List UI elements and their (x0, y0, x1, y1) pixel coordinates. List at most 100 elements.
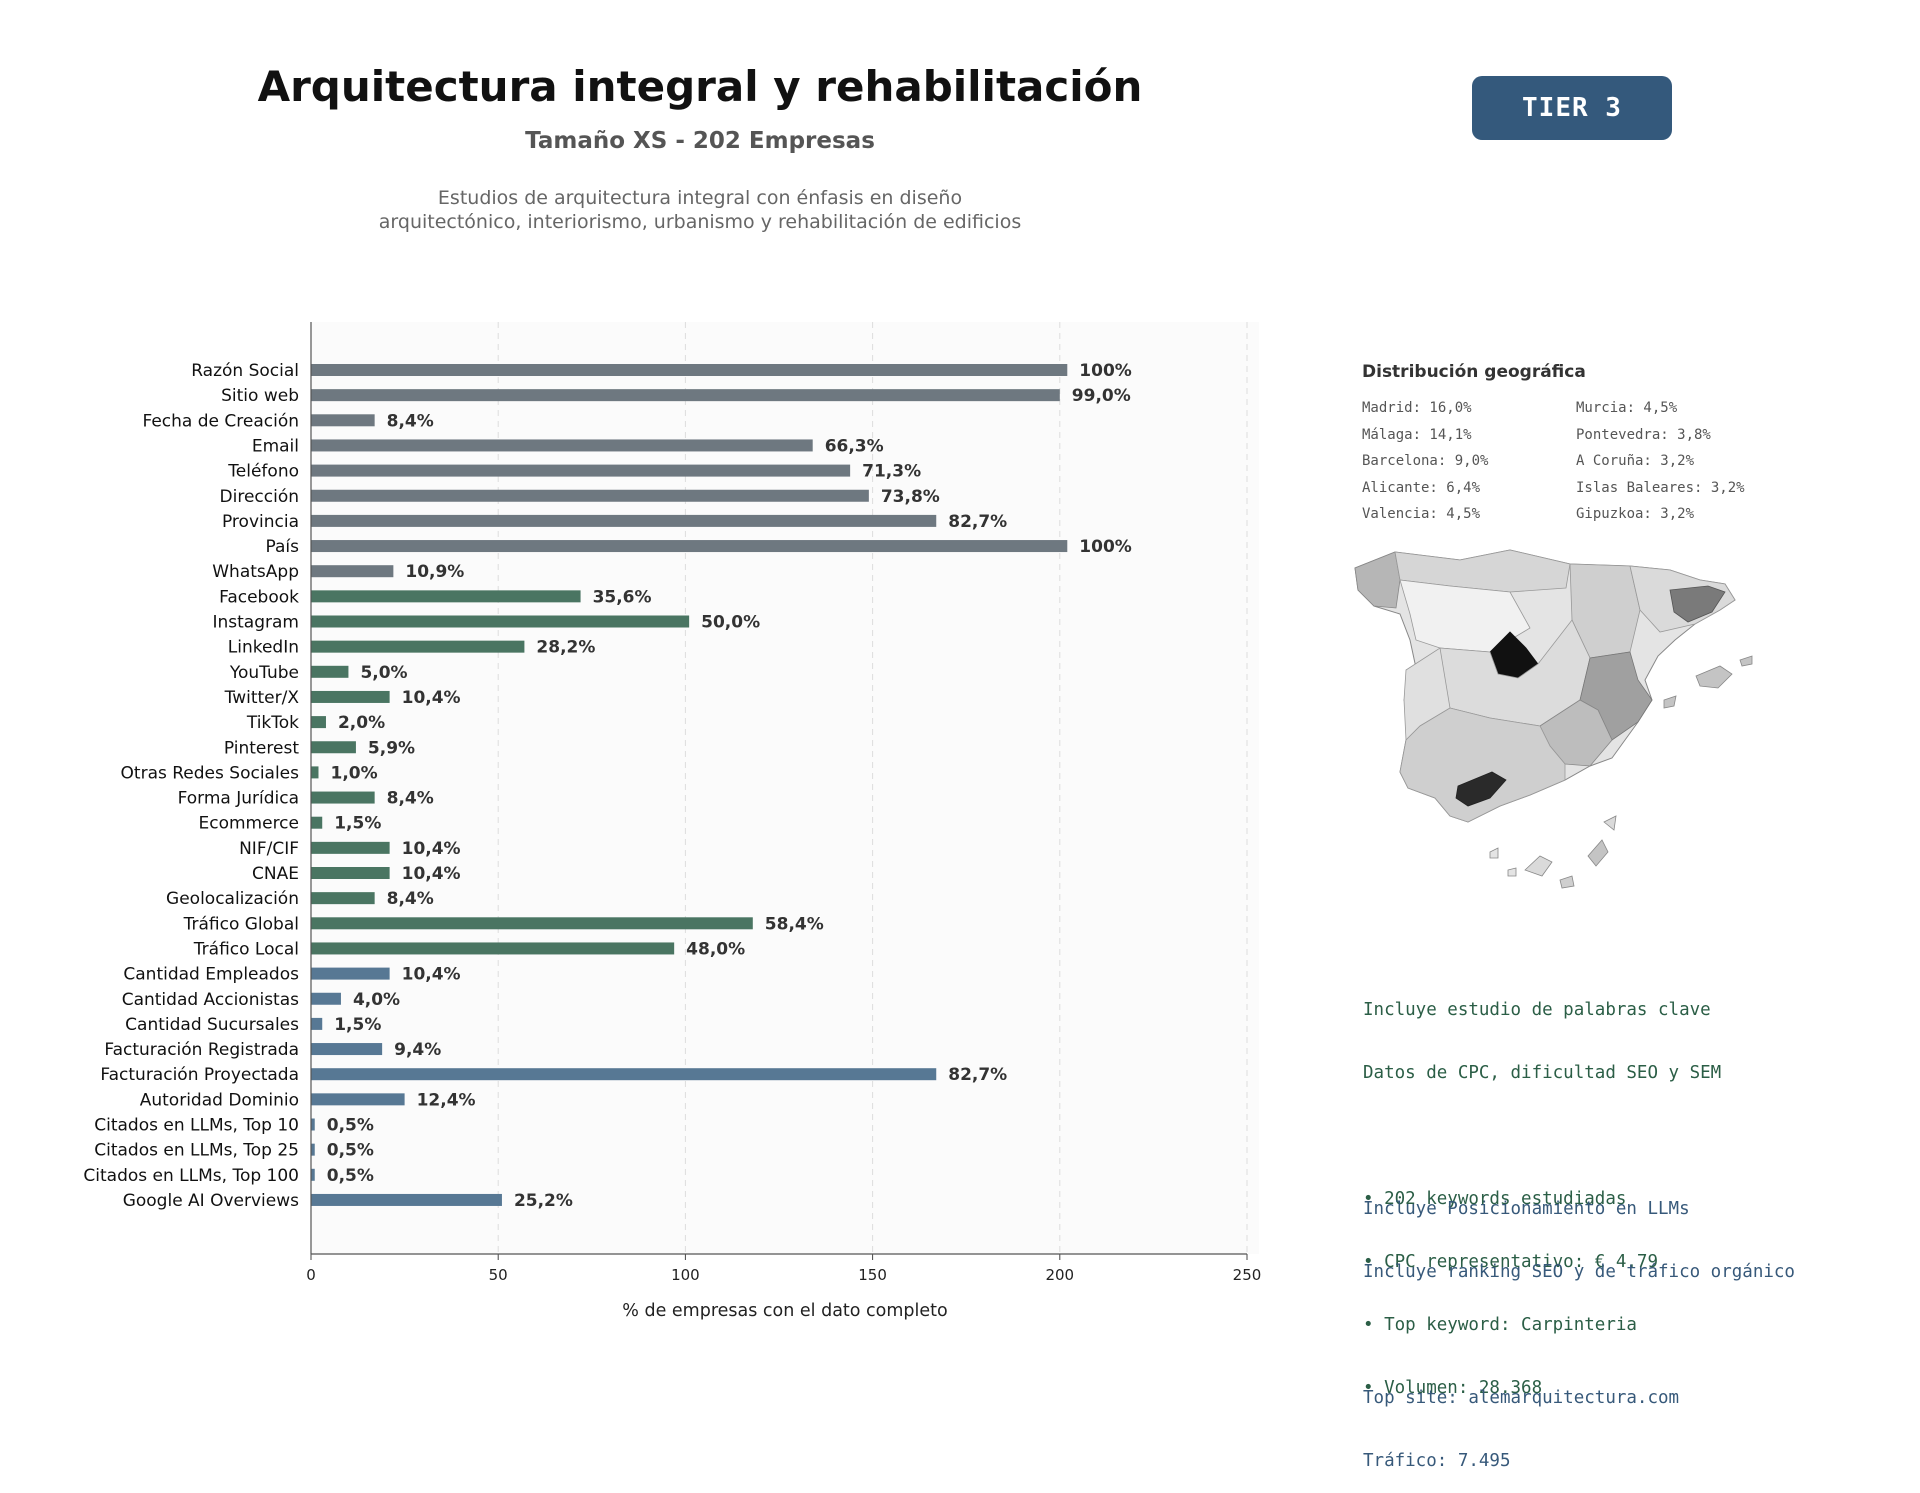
bar (311, 464, 851, 477)
x-tick-label: 100 (671, 1266, 700, 1284)
category-label: Cantidad Empleados (123, 965, 299, 985)
category-label: YouTube (229, 663, 299, 683)
data-label: 99,0% (1072, 386, 1131, 406)
page-title: Arquitectura integral y rehabilitación (257, 62, 1143, 111)
x-axis-label: % de empresas con el dato completo (622, 1301, 947, 1321)
bar (311, 1118, 315, 1131)
x-tick-label: 200 (1045, 1266, 1074, 1284)
bar (311, 1068, 937, 1081)
bar (311, 640, 525, 653)
data-label: 10,9% (405, 562, 464, 582)
data-label: 0,5% (327, 1141, 374, 1161)
x-tick-label: 250 (1233, 1266, 1262, 1284)
llm-info: Incluye Posicionamiento en LLMs Incluye … (1363, 1157, 1795, 1493)
category-label: Fecha de Creación (142, 411, 299, 431)
keywords-info: Incluye estudio de palabras clave Datos … (1363, 958, 1721, 1420)
category-label: Tráfico Global (183, 914, 299, 934)
category-label: Forma Jurídica (178, 789, 299, 809)
data-label: 4,0% (353, 990, 400, 1010)
map-region-canarias-2 (1587, 839, 1609, 867)
page-description: Estudios de arquitectura integral con én… (250, 186, 1150, 234)
geo-item: Málaga: 14,1% (1362, 426, 1472, 443)
data-label: 2,0% (338, 713, 385, 733)
bar (311, 741, 356, 754)
geo-item: Alicante: 6,4% (1362, 479, 1481, 496)
category-label: Google AI Overviews (123, 1191, 299, 1211)
bar (311, 615, 690, 628)
category-label: Citados en LLMs, Top 25 (94, 1141, 299, 1161)
category-label: Citados en LLMs, Top 100 (83, 1166, 299, 1186)
x-tick-label: 50 (489, 1266, 508, 1284)
data-label: 50,0% (701, 613, 760, 633)
data-label: 10,4% (402, 688, 461, 708)
data-label: 100% (1079, 361, 1132, 381)
bar (311, 992, 341, 1005)
data-label: 0,5% (327, 1166, 374, 1186)
geo-item: Gipuzkoa: 3,2% (1576, 506, 1695, 522)
llm-line-1: Incluye Posicionamiento en LLMs (1363, 1199, 1690, 1219)
map-region-andalucia (1399, 707, 1566, 823)
bar (311, 1143, 315, 1156)
data-label: 66,3% (825, 436, 884, 456)
description-line-1: Estudios de arquitectura integral con én… (437, 187, 963, 209)
map-region-galicia (1354, 551, 1401, 609)
category-label: NIF/CIF (239, 839, 299, 859)
category-label: CNAE (252, 864, 299, 884)
bar (311, 414, 375, 427)
bar (311, 540, 1068, 553)
bar (311, 690, 390, 703)
bar (311, 967, 390, 980)
category-label: Email (252, 436, 299, 456)
data-label: 82,7% (948, 512, 1007, 532)
data-label: 73,8% (881, 487, 940, 507)
category-label: Sitio web (221, 386, 299, 406)
category-label: Dirección (220, 487, 299, 507)
top-site-traffic: Tráfico: 7.495 (1363, 1451, 1511, 1471)
category-label: Citados en LLMs, Top 10 (94, 1116, 299, 1136)
bar (311, 867, 390, 879)
category-label: Ecommerce (199, 814, 300, 834)
top-site: Top site: alemarquitectura.com (1363, 1388, 1680, 1408)
data-label: 9,4% (394, 1040, 441, 1060)
category-label: Provincia (222, 512, 299, 532)
keywords-bullet: • Top keyword: Carpinteria (1363, 1315, 1637, 1335)
bar (311, 1193, 502, 1206)
category-label: Pinterest (224, 738, 299, 758)
category-label: Twitter/X (224, 688, 300, 708)
bar (311, 841, 390, 854)
category-label: TikTok (246, 713, 299, 733)
data-label: 5,9% (368, 738, 415, 758)
bar (311, 1043, 383, 1056)
geo-item: Pontevedra: 3,8% (1576, 426, 1711, 443)
bar (311, 716, 326, 729)
map-region-ibiza (1663, 695, 1677, 709)
bar (311, 1093, 405, 1106)
data-label: 25,2% (514, 1191, 573, 1211)
bar (311, 489, 869, 502)
map-region-baleares (1695, 665, 1733, 689)
geo-item: Barcelona: 9,0% (1362, 453, 1489, 469)
data-label: 28,2% (536, 638, 595, 658)
bar (311, 942, 675, 955)
category-label: Facturación Registrada (104, 1040, 299, 1060)
keywords-bullet: • 202 keywords estudiadas (1363, 1189, 1627, 1209)
bar (311, 816, 323, 829)
page-subtitle: Tamaño XS - 202 Empresas (525, 128, 875, 154)
category-label: WhatsApp (212, 562, 299, 582)
x-tick-label: 0 (306, 1266, 316, 1284)
map-region-malaga (1455, 771, 1507, 807)
x-tick-label: 150 (858, 1266, 887, 1284)
data-label: 1,5% (334, 814, 381, 834)
bar (311, 590, 581, 603)
keywords-line-1: Incluye estudio de palabras clave (1363, 1000, 1711, 1020)
data-label: 58,4% (765, 914, 824, 934)
bar (311, 892, 375, 905)
category-label: Otras Redes Sociales (121, 763, 300, 783)
plot-background (311, 322, 1259, 1254)
bar (311, 364, 1068, 376)
data-label: 0,5% (327, 1116, 374, 1136)
bar (311, 1168, 315, 1181)
category-label: Autoridad Dominio (140, 1090, 299, 1110)
keywords-bullet: • Volumen: 28.368 (1363, 1378, 1543, 1398)
spain-province-map (1354, 549, 1753, 889)
